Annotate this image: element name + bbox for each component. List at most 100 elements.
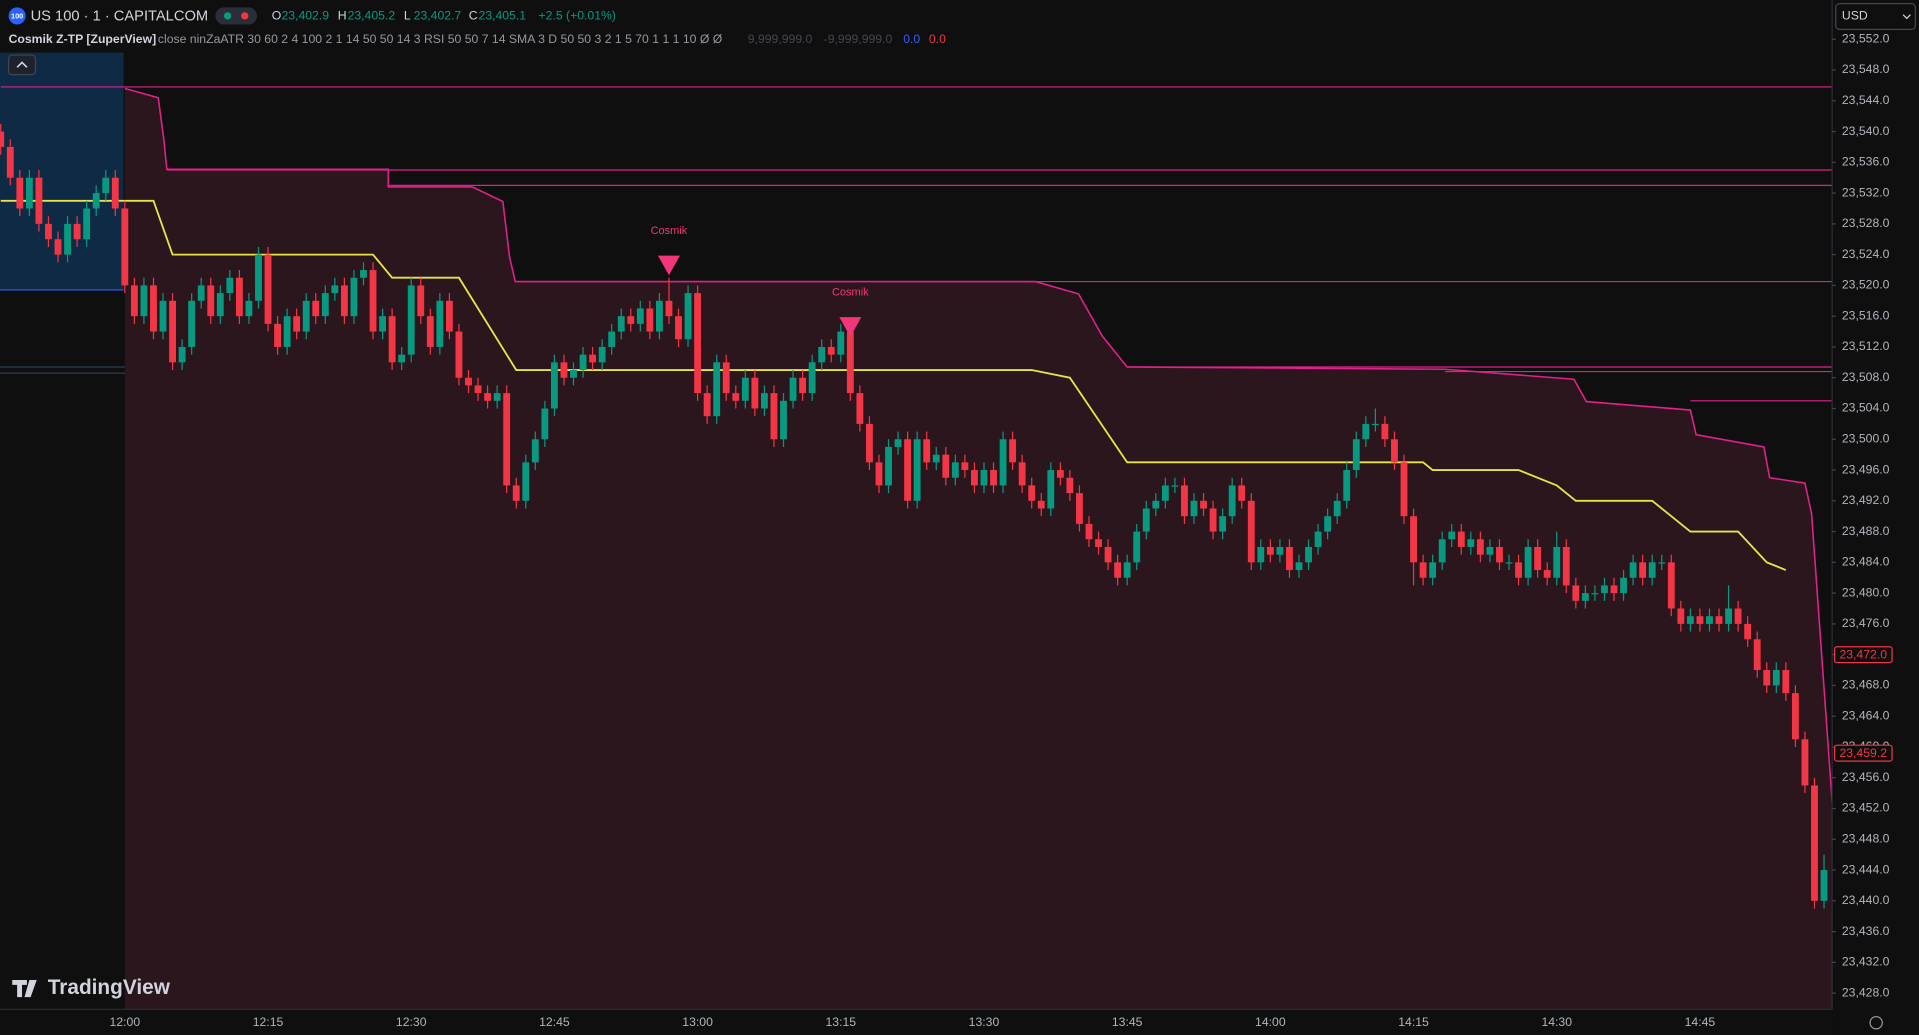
y-tick-label: 23,428.0 [1842, 985, 1890, 999]
candle-body [550, 362, 558, 409]
symbol-badge-text: 100 [11, 11, 23, 20]
session-box [0, 52, 124, 290]
candle-body [1056, 470, 1064, 478]
y-tick-label: 23,456.0 [1842, 770, 1890, 784]
dropdown-arrow [1902, 14, 1911, 20]
candle-body [608, 331, 616, 347]
candle-body [350, 277, 358, 317]
candle-body [1171, 485, 1179, 487]
candle-body [150, 285, 157, 332]
candle-body [45, 223, 52, 240]
plot: Cosmik Cosmik [0, 86, 1834, 1010]
candle-body [541, 408, 549, 440]
y-tick-label: 23,448.0 [1842, 832, 1890, 846]
candle-body [111, 177, 119, 209]
candle-body [531, 439, 539, 463]
candle-body [1782, 670, 1790, 694]
candle-body [1391, 439, 1398, 463]
candle-body [159, 300, 167, 332]
candle-body [360, 270, 367, 278]
candle-body [1620, 577, 1627, 594]
indicator-params: close ninZaATR 30 60 2 4 100 2 1 14 50 5… [158, 32, 723, 46]
candle-body [398, 354, 406, 363]
ohlc-key: H [338, 9, 347, 23]
candle-body [283, 316, 291, 347]
candle-body [1123, 562, 1131, 578]
candle-body [799, 377, 807, 394]
candle-body [6, 146, 14, 178]
candle-body [369, 270, 377, 332]
indicator-name: Cosmik Z-TP [ZuperView] [9, 32, 157, 46]
candle-body [1820, 870, 1828, 901]
candle-body [694, 293, 702, 394]
candle-body [1601, 585, 1608, 594]
x-tick-label: 12:30 [396, 1015, 427, 1029]
ohlc-value: 23,402.9 [281, 9, 329, 23]
candle-body [1286, 546, 1293, 571]
y-tick-label: 23,520.0 [1842, 278, 1890, 292]
candle-body [1371, 423, 1379, 426]
candle-body [1037, 500, 1045, 509]
y-tick-label: 23,544.0 [1842, 93, 1890, 107]
candle-body [1438, 539, 1446, 563]
currency-select[interactable] [1835, 3, 1916, 30]
x-tick-label: 13:15 [825, 1015, 856, 1029]
candle-body [25, 177, 33, 209]
trail-line [124, 87, 1834, 809]
candle-body [436, 300, 444, 347]
candle-body [1238, 485, 1246, 501]
candle-body [1725, 608, 1732, 624]
candle-body [503, 393, 511, 486]
candle-body [274, 323, 281, 347]
y-tick-label: 23,484.0 [1842, 555, 1890, 569]
x-tick-label: 14:15 [1398, 1015, 1429, 1029]
candle-body [1219, 516, 1227, 532]
candle-body [846, 331, 854, 394]
y-tick-label: 23,444.0 [1842, 862, 1890, 876]
candle-body [293, 316, 301, 332]
y-tick-label: 23,508.0 [1842, 370, 1890, 384]
candle-body [990, 470, 997, 486]
candle-body [1324, 516, 1332, 532]
y-tick-label: 23,492.0 [1842, 493, 1890, 507]
change: +2.5 (+0.01%) [538, 9, 615, 23]
y-tick-label: 23,504.0 [1842, 401, 1890, 415]
trail-fill [124, 88, 1833, 1010]
y-tick-label: 23,476.0 [1842, 616, 1890, 630]
indicator-value: 0.0 [929, 32, 946, 46]
candle-body [255, 254, 262, 301]
candle-body [1104, 546, 1112, 563]
price-tag-label: 23,472.0 [1839, 648, 1887, 662]
y-tick-label: 23,532.0 [1842, 185, 1890, 199]
candle-body [875, 462, 883, 486]
ohlc-value: 23,402.7 [414, 9, 462, 23]
candle-body [951, 462, 959, 478]
collapse-icon [16, 61, 28, 68]
candle-body [827, 346, 835, 355]
candle-body [445, 300, 453, 332]
candle-body [197, 285, 205, 301]
candle-body [169, 300, 176, 363]
candle-body [1639, 562, 1647, 578]
candle-body [808, 362, 816, 394]
x-tick-label: 14:00 [1255, 1015, 1286, 1029]
candle-body [1696, 616, 1704, 624]
candle-body [961, 462, 969, 471]
logo: TradingView [48, 976, 171, 999]
candle-body [1515, 562, 1522, 578]
indicator-value: 0.0 [903, 32, 920, 46]
candle-body [655, 300, 663, 332]
signal-label: Cosmik [651, 225, 688, 237]
candle-body [1343, 470, 1351, 501]
candle-body [1505, 562, 1513, 564]
y-tick-label: 23,500.0 [1842, 432, 1890, 446]
candle-body [1581, 593, 1589, 601]
candle-body [1496, 546, 1503, 563]
symbol-badge [8, 7, 26, 25]
candle-body [83, 208, 91, 240]
candle-body [1066, 477, 1074, 494]
collapse-button[interactable] [7, 54, 37, 76]
settings-icon[interactable] [1869, 1016, 1883, 1030]
candle-body [92, 193, 100, 209]
